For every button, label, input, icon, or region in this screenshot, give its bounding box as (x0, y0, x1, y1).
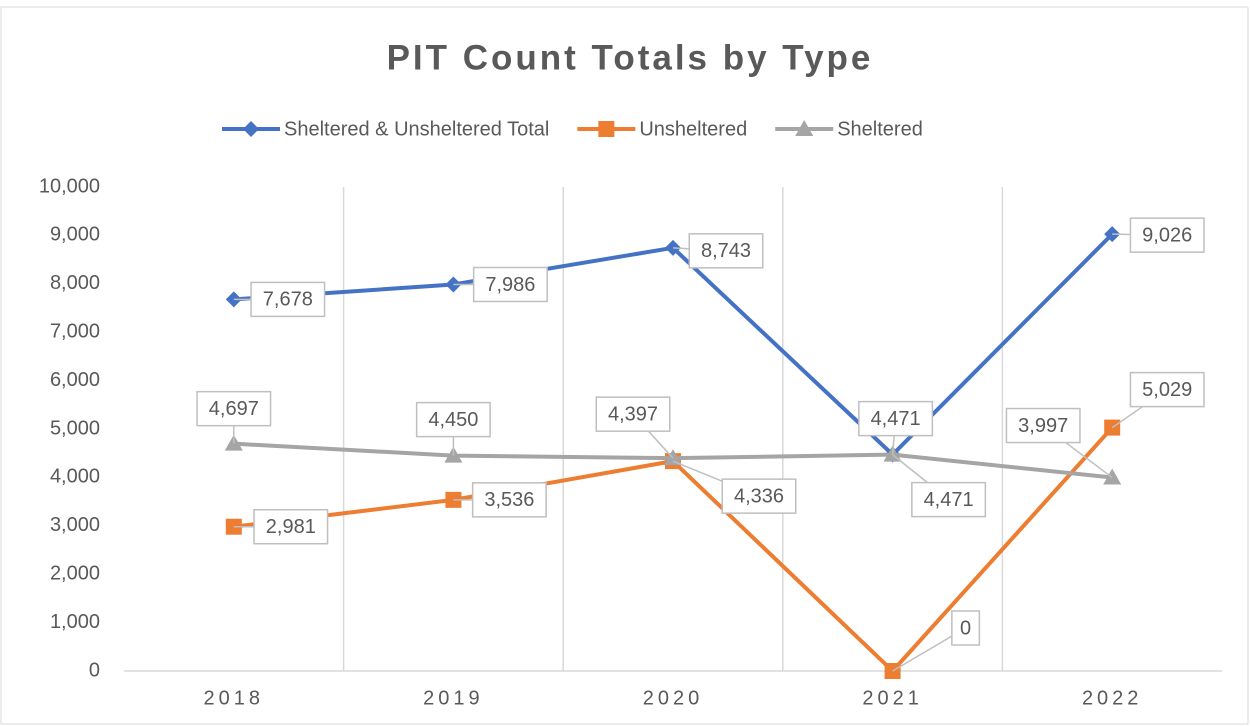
y-tick-label: 3,000 (50, 514, 100, 536)
y-tick-label: 1,000 (50, 611, 100, 633)
data-label: 4,471 (924, 489, 974, 511)
y-tick-label: 8,000 (50, 272, 100, 294)
label-box (1129, 371, 1205, 408)
y-tick-label: 9,000 (50, 224, 100, 246)
data-label: 3,536 (484, 489, 534, 511)
label-box (1005, 407, 1081, 444)
data-label: 2,981 (266, 516, 316, 538)
x-tick-label: 2021 (862, 687, 923, 709)
x-tick-label: 2020 (643, 687, 704, 709)
data-label: 7,986 (485, 274, 535, 296)
data-label: 4,397 (608, 403, 658, 425)
x-tick-label: 2019 (423, 687, 484, 709)
y-tick-label: 0 (89, 659, 100, 681)
data-label: 0 (960, 617, 971, 639)
label-box (911, 481, 987, 518)
y-tick-label: 10,000 (39, 175, 100, 197)
legend-label: Sheltered (837, 118, 923, 140)
y-tick-label: 7,000 (50, 320, 100, 342)
data-label: 4,450 (428, 409, 478, 431)
legend-label: Sheltered & Unsheltered Total (284, 118, 549, 140)
legend-marker (598, 121, 615, 137)
label-box (595, 396, 671, 432)
label-box (688, 233, 764, 269)
legend-label: Unsheltered (639, 118, 747, 140)
label-box (951, 610, 981, 646)
data-label: 4,471 (871, 408, 921, 430)
label-box (250, 281, 326, 318)
data-label: 3,997 (1018, 415, 1068, 437)
data-point (1103, 468, 1122, 485)
y-tick-label: 5,000 (50, 417, 100, 439)
label-box (253, 508, 329, 545)
data-label: 4,697 (209, 398, 259, 420)
chart-title: PIT Count Totals by Type (387, 38, 874, 77)
legend: Sheltered & Unsheltered Total Unsheltered… (222, 118, 923, 140)
y-tick-label: 6,000 (50, 369, 100, 391)
y-tick-label: 4,000 (50, 466, 100, 488)
label-box (858, 400, 934, 437)
x-tick-label: 2022 (1082, 687, 1143, 709)
label-box (472, 266, 548, 303)
legend-marker (795, 120, 814, 136)
label-box (721, 478, 797, 514)
label-box (196, 390, 272, 427)
data-label: 4,336 (734, 485, 784, 507)
x-tick-label: 2018 (204, 687, 265, 709)
label-box (1129, 217, 1205, 253)
data-label: 7,678 (263, 289, 313, 311)
data-label: 8,743 (701, 240, 751, 262)
legend-marker (243, 121, 259, 137)
y-tick-label: 2,000 (50, 562, 100, 584)
data-label: 9,026 (1142, 224, 1192, 246)
data-label: 5,029 (1142, 379, 1192, 401)
label-box (415, 401, 491, 438)
label-box (471, 482, 547, 518)
chart-border (0, 6, 1249, 725)
